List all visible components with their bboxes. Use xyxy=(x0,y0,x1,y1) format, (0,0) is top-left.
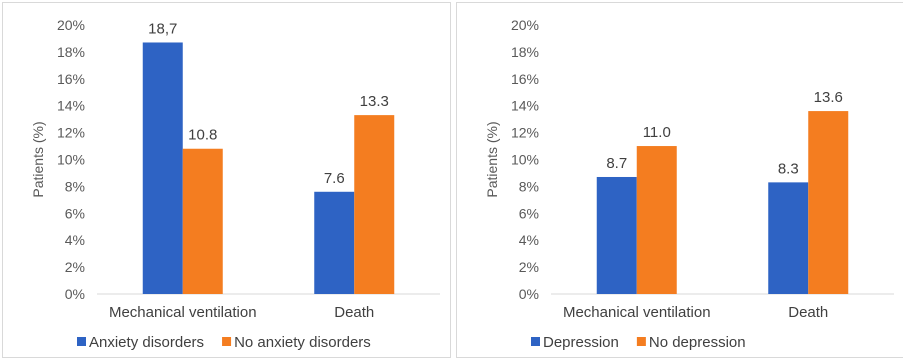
y-tick-label: 12% xyxy=(511,125,539,141)
legend-swatch xyxy=(531,337,540,346)
y-tick-label: 6% xyxy=(65,205,85,221)
chart-depression: 0% 2% 4% 6% 8% 10% 12% 14% 16% 18% 20% Patients (%)… xyxy=(484,17,894,351)
data-label: 11.0 xyxy=(643,124,671,141)
y-tick-label: 4% xyxy=(65,232,85,248)
y-tick-label: 20% xyxy=(57,17,85,33)
y-tick-label: 0% xyxy=(519,286,539,302)
y-tick-label: 20% xyxy=(511,17,539,33)
category-label: Mechanical ventilation xyxy=(109,304,257,321)
y-tick-label: 16% xyxy=(57,71,85,87)
data-label: 8.7 xyxy=(606,155,627,172)
y-tick-label: 16% xyxy=(511,71,539,87)
y-tick-label: 6% xyxy=(519,205,539,221)
chart-panel-anxiety: 0% 2% 4% 6% 8% 10% 12% 14% 16% 18% 20% Patients (%)… xyxy=(2,2,451,358)
category-label: Mechanical ventilation xyxy=(563,304,711,321)
chart-panel-depression: 0% 2% 4% 6% 8% 10% 12% 14% 16% 18% 20% Patients (%)… xyxy=(456,2,903,358)
bar-series1 xyxy=(596,176,637,294)
legend-label: No anxiety disorders xyxy=(234,334,371,351)
legend-label: Anxiety disorders xyxy=(89,334,204,351)
data-label: 13.3 xyxy=(360,93,389,110)
y-axis-label: Patients (%) xyxy=(30,121,46,197)
y-tick-label: 8% xyxy=(519,178,539,194)
bar-series2 xyxy=(182,148,223,294)
legend-label: No depression xyxy=(649,334,746,351)
y-tick-label: 14% xyxy=(511,98,539,114)
legend-swatch xyxy=(77,337,86,346)
legend-swatch xyxy=(636,337,646,346)
chart-anxiety: 0% 2% 4% 6% 8% 10% 12% 14% 16% 18% 20% Patients (%)… xyxy=(30,17,440,351)
y-axis-label: Patients (%) xyxy=(484,121,500,197)
y-tick-label: 18% xyxy=(511,44,539,60)
y-tick-label: 4% xyxy=(519,232,539,248)
legend-label: Depression xyxy=(543,334,619,351)
data-label: 10.8 xyxy=(188,127,217,144)
bar-series1 xyxy=(314,191,355,294)
bar-series1 xyxy=(768,182,809,294)
y-tick-label: 10% xyxy=(511,152,539,168)
data-label: 18,7 xyxy=(148,20,177,37)
category-label: Death xyxy=(334,304,374,321)
y-tick-label: 18% xyxy=(57,44,85,60)
data-label: 7.6 xyxy=(324,170,345,187)
y-tick-label: 0% xyxy=(65,286,85,302)
y-tick-label: 2% xyxy=(65,259,85,275)
bar-series2 xyxy=(808,111,849,294)
legend-swatch xyxy=(222,337,232,346)
y-tick-label: 8% xyxy=(65,178,85,194)
y-tick-label: 10% xyxy=(57,152,85,168)
category-label: Death xyxy=(788,304,828,321)
data-label: 8.3 xyxy=(778,160,799,177)
y-tick-label: 12% xyxy=(57,125,85,141)
bar-series1 xyxy=(142,42,183,294)
y-tick-label: 2% xyxy=(519,259,539,275)
y-tick-label: 14% xyxy=(57,98,85,114)
data-label: 13.6 xyxy=(814,89,843,106)
bar-series2 xyxy=(636,146,677,294)
bar-series2 xyxy=(354,115,395,295)
